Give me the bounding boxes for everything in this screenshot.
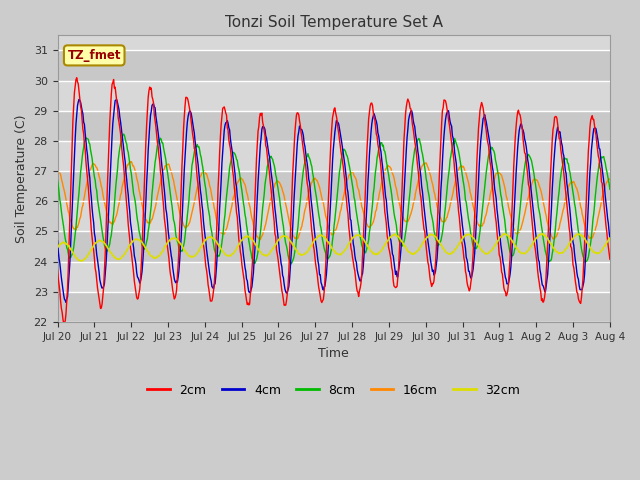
Y-axis label: Soil Temperature (C): Soil Temperature (C) — [15, 114, 28, 243]
Bar — [58, 201, 610, 231]
Bar — [58, 111, 610, 141]
Bar — [58, 292, 610, 322]
Bar — [58, 262, 610, 292]
Bar — [58, 50, 610, 81]
Bar — [58, 81, 610, 111]
Text: TZ_fmet: TZ_fmet — [67, 49, 121, 62]
Legend: 2cm, 4cm, 8cm, 16cm, 32cm: 2cm, 4cm, 8cm, 16cm, 32cm — [142, 379, 525, 402]
Bar — [58, 141, 610, 171]
Title: Tonzi Soil Temperature Set A: Tonzi Soil Temperature Set A — [225, 15, 443, 30]
Bar — [58, 171, 610, 201]
Bar — [58, 231, 610, 262]
X-axis label: Time: Time — [318, 347, 349, 360]
